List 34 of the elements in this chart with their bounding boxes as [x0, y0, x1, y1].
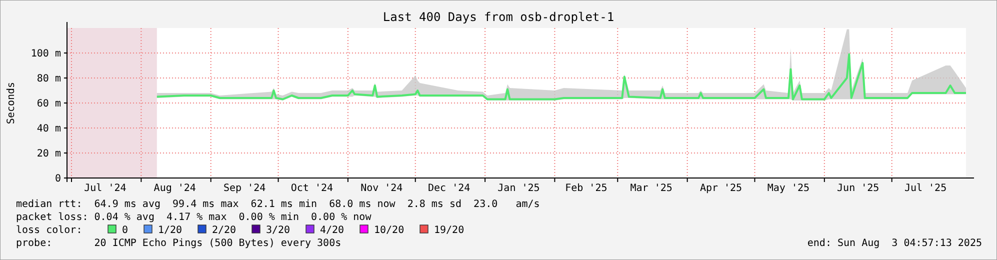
x-tick-label: Jun '25: [837, 183, 880, 194]
x-tick-label: Feb '25: [565, 183, 608, 194]
text: median rtt: 64.9 ms avg 99.4 ms max 62.1 ms min 68.0 ms now 2.8 ms sd 23.0 am/s: [16, 199, 540, 210]
x-tick-label: Apr '25: [700, 183, 742, 194]
y-tick-label: 20 m: [36, 148, 61, 160]
chart-title: Last 400 Days from osb-droplet-1: [382, 10, 614, 24]
legend-label: 1/20: [158, 225, 182, 236]
line-series: [156, 53, 967, 100]
legend-label: 10/20: [374, 225, 404, 236]
y-tick-label: 40 m: [36, 124, 61, 134]
y-tick-label: 60 m: [36, 98, 61, 110]
legend-label: 0: [122, 225, 128, 236]
legend-label: 3/20: [266, 225, 290, 236]
y-axis-title: Seconds: [6, 82, 17, 124]
legend-label: 19/20: [434, 225, 464, 236]
legend-title: loss color:: [16, 225, 82, 236]
text: probe: 20 ICMP Echo Pings (500 Bytes) every 300s: [16, 238, 342, 249]
y-tick-label: 100 m: [30, 48, 61, 60]
x-tick-label: Jul '25: [904, 183, 947, 194]
y-tick-label: 0: [54, 174, 61, 184]
x-tick-label: Jul '24: [84, 183, 126, 194]
legend-label: 2/20: [212, 225, 236, 236]
x-tick-label: Mar '25: [630, 183, 672, 194]
x-tick-label: May '25: [767, 183, 810, 194]
x-tick-label: Jan '25: [498, 183, 540, 194]
y-tick-label: 80 m: [36, 74, 61, 84]
x-tick-label: Oct '24: [290, 183, 334, 194]
x-tick-label: Sep '24: [223, 183, 266, 194]
x-tick-label: Nov '24: [360, 183, 403, 194]
x-tick-label: Dec '24: [428, 183, 470, 194]
legend-label: 4/20: [320, 225, 344, 236]
text: packet loss: 0.04 % avg 4.17 % max 0.00 % min 0.00 % now: [16, 212, 372, 223]
text: end: Sun Aug 3 04:57:13 2025: [807, 238, 982, 249]
x-tick-label: Aug '24: [154, 183, 196, 194]
